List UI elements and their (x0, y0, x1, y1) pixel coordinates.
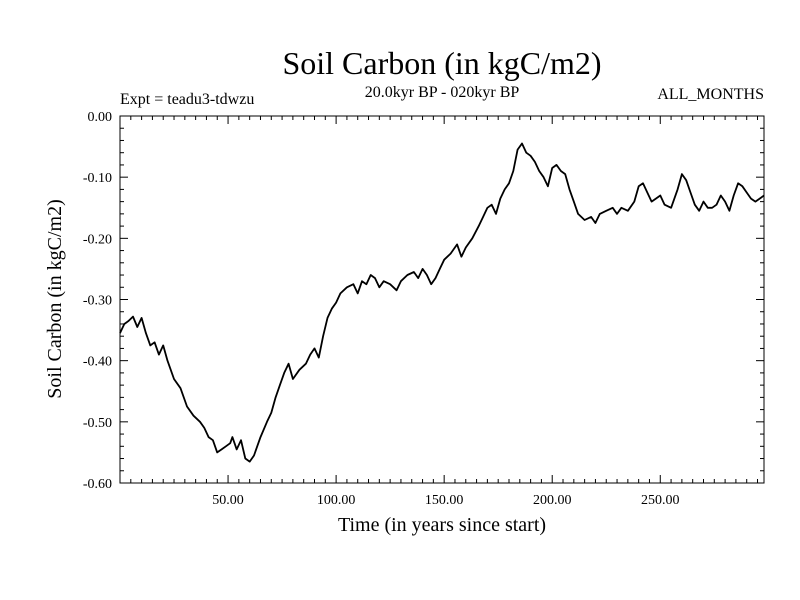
y-tick-label: -0.10 (83, 171, 112, 186)
x-axis-label: Time (in years since start) (338, 514, 546, 536)
y-tick-label: -0.20 (83, 232, 112, 247)
data-series (119, 142, 765, 463)
y-axis-label: Soil Carbon (in kgC/m2) (44, 199, 66, 398)
y-tick-label: -0.40 (83, 355, 112, 370)
x-tick-label: 50.00 (212, 493, 244, 508)
period-label: ALL_MONTHS (657, 86, 764, 103)
series-line-0 (119, 142, 765, 463)
x-tick-label: 200.00 (533, 493, 572, 508)
experiment-label: Expt = teadu3-tdwzu (120, 91, 254, 108)
y-tick-label: -0.50 (83, 416, 112, 431)
axis-ticks (120, 116, 764, 483)
axis-tick-labels: 50.00 100.00 150.00 200.00 250.00 0.00 -0.10 -0… (83, 110, 680, 508)
x-tick-label: 150.00 (425, 493, 464, 508)
y-tick-label: 0.00 (88, 110, 113, 125)
plot-frame (119, 115, 765, 484)
chart-title: Soil Carbon (in kgC/m2) (282, 45, 601, 81)
y-tick-label: -0.30 (83, 294, 112, 309)
x-tick-label: 250.00 (641, 493, 680, 508)
y-tick-label: -0.60 (83, 477, 112, 492)
chart-subtitle: 20.0kyr BP - 020kyr BP (365, 84, 520, 101)
x-tick-label: 100.00 (317, 493, 356, 508)
